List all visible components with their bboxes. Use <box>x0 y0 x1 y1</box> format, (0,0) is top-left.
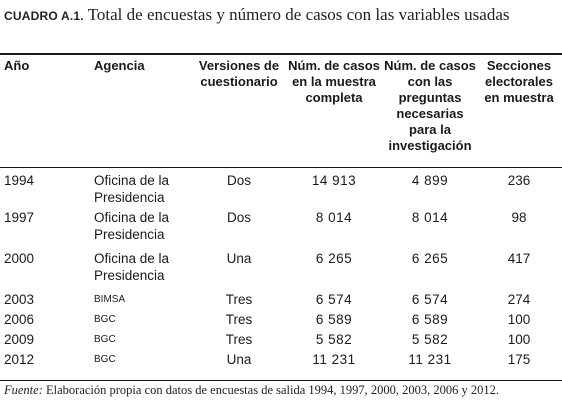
table-caption: CUADRO A.1. Total de encuestas y número … <box>4 5 556 26</box>
cell-agency: BIMSA <box>94 294 126 305</box>
table-row: 2000 Oficina de la Presidencia Una 6 265… <box>0 250 562 291</box>
cell-needed-cases: 4 899 <box>411 173 449 188</box>
table-row: 2012 BGC Una 11 231 11 231 175 <box>0 351 562 371</box>
cell-year: 2006 <box>4 312 35 327</box>
cell-needed-cases: 11 231 <box>408 352 452 367</box>
source-text: Elaboración propia con datos de encuesta… <box>46 383 500 397</box>
table-body: 1994 Oficina de la Presidencia Dos 14 91… <box>0 167 562 371</box>
cell-full-sample: 6 265 <box>315 251 353 266</box>
cell-agency: Oficina de la Presidencia <box>94 251 170 283</box>
cell-year: 1997 <box>4 210 35 225</box>
header-row: Año Agencia Versiones de cuestionario Nú… <box>0 58 562 167</box>
cell-year: 2009 <box>4 332 35 347</box>
cell-sections: 417 <box>507 251 531 266</box>
cell-year: 2000 <box>4 251 35 266</box>
table-row: 2006 BGC Tres 6 589 6 589 100 <box>0 311 562 331</box>
cell-agency: BGC <box>94 314 116 325</box>
header-sections: Secciones electorales en muestra <box>484 58 554 105</box>
header-rule <box>0 167 562 168</box>
cell-sections: 100 <box>507 332 531 347</box>
cell-needed-cases: 6 265 <box>411 251 449 266</box>
cell-full-sample: 8 014 <box>315 210 353 225</box>
cell-agency: Oficina de la Presidencia <box>94 173 170 205</box>
cell-full-sample: 6 574 <box>315 292 353 307</box>
table-row: 1997 Oficina de la Presidencia Dos 8 014… <box>0 209 562 250</box>
cell-year: 2012 <box>4 352 35 367</box>
cell-sections: 100 <box>507 312 531 327</box>
cell-versions: Tres <box>225 312 253 327</box>
cell-sections: 236 <box>507 173 531 188</box>
cell-needed-cases: 5 582 <box>411 332 449 347</box>
table-row: 2009 BGC Tres 5 582 5 582 100 <box>0 331 562 351</box>
cell-sections: 274 <box>507 292 531 307</box>
cell-agency: BGC <box>94 354 116 365</box>
cell-year: 1994 <box>4 173 35 188</box>
cell-versions: Una <box>226 352 252 367</box>
cell-versions: Dos <box>226 173 251 188</box>
cell-full-sample: 6 589 <box>315 312 353 327</box>
cell-agency: Oficina de la Presidencia <box>94 210 170 242</box>
bottom-rule <box>0 380 562 381</box>
cell-sections: 175 <box>507 352 531 367</box>
header-needed-cases: Núm. de casos con las preguntas necesari… <box>384 58 476 153</box>
caption-title: Total de encuestas y número de casos con… <box>87 5 510 24</box>
source-label: Fuente: <box>4 383 43 397</box>
cell-full-sample: 14 913 <box>311 173 357 188</box>
top-rule <box>0 53 562 55</box>
cell-full-sample: 5 582 <box>315 332 353 347</box>
header-versions: Versiones de cuestionario <box>198 58 280 89</box>
cell-versions: Tres <box>225 292 253 307</box>
header-full-sample: Núm. de casos en la muestra completa <box>288 58 380 105</box>
table-row: 2003 BIMSA Tres 6 574 6 574 274 <box>0 291 562 311</box>
table-header: Año Agencia Versiones de cuestionario Nú… <box>0 58 562 167</box>
header-year: Año <box>4 58 30 73</box>
cell-full-sample: 11 231 <box>312 352 356 367</box>
cell-needed-cases: 6 589 <box>411 312 449 327</box>
cell-sections: 98 <box>511 210 527 225</box>
cell-agency: BGC <box>94 334 116 345</box>
cell-versions: Dos <box>226 210 251 225</box>
cell-year: 2003 <box>4 292 35 307</box>
header-agency: Agencia <box>94 58 145 73</box>
table-row: 1994 Oficina de la Presidencia Dos 14 91… <box>0 167 562 209</box>
cell-needed-cases: 6 574 <box>411 292 449 307</box>
source-note: Fuente: Elaboración propia con datos de … <box>4 383 560 398</box>
survey-table: Año Agencia Versiones de cuestionario Nú… <box>0 58 562 371</box>
cell-needed-cases: 8 014 <box>411 210 449 225</box>
cell-versions: Tres <box>225 332 253 347</box>
caption-label: CUADRO A.1. <box>4 9 84 23</box>
cell-versions: Una <box>226 251 252 266</box>
